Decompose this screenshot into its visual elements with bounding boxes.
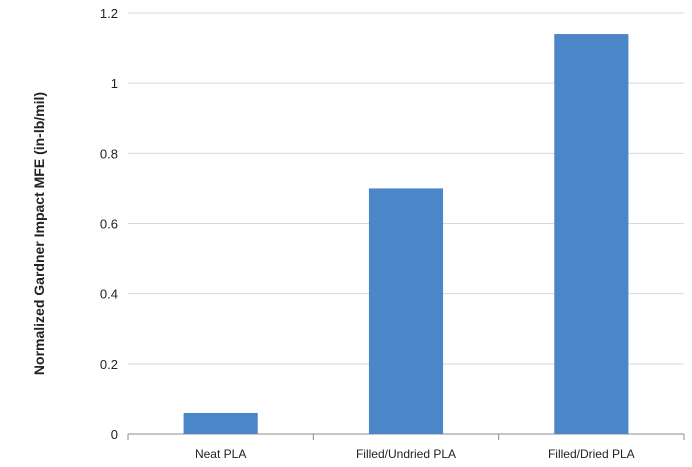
y-tick-label: 0.8 — [100, 146, 118, 161]
y-axis-title: Normalized Gardner Impact MFE (in-lb/mil… — [31, 92, 47, 375]
y-tick-label: 0 — [111, 427, 118, 442]
y-tick-label: 0.2 — [100, 357, 118, 372]
bar-filled-undried-pla — [368, 188, 444, 434]
x-category-labels: Neat PLA Filled/Undried PLA Filled/Dried P… — [127, 434, 685, 461]
y-tick-label: 1 — [111, 76, 118, 91]
x-category-label: Neat PLA — [195, 447, 246, 461]
y-tick-labels: 0 0.2 0.4 0.6 0.8 1 1.2 — [100, 6, 118, 442]
y-tick-label: 0.4 — [100, 287, 118, 302]
bar-neat-pla — [183, 412, 258, 434]
bar-filled-dried-pla — [554, 34, 629, 435]
x-category-label: Filled/Undried PLA — [356, 447, 456, 461]
x-category-label: Filled/Dried PLA — [548, 447, 635, 461]
y-tick-label: 0.6 — [100, 217, 118, 232]
bars — [183, 34, 629, 435]
y-tick-label: 1.2 — [100, 6, 118, 21]
